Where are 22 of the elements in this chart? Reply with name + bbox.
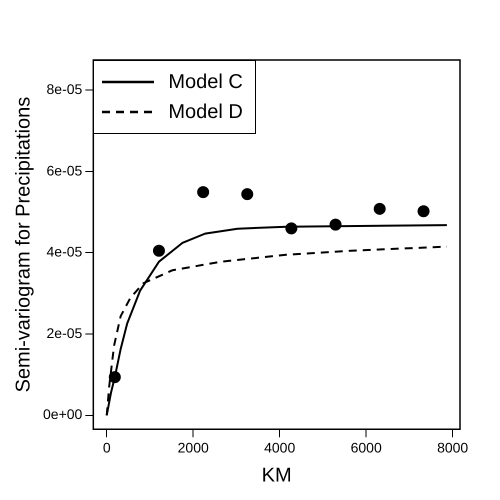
point <box>152 244 165 257</box>
y-tick-label: 8e-05 <box>46 80 83 97</box>
x-tick-label: 0 <box>102 439 111 456</box>
x-tick-label: 8000 <box>437 439 468 456</box>
point <box>374 202 386 215</box>
x-axis-title: KM <box>262 464 292 487</box>
y-axis-title: Semi-variogram for Precipitations <box>12 96 35 392</box>
x-tick-label: 6000 <box>350 439 382 456</box>
legend-label: Model C <box>168 70 243 94</box>
point <box>241 188 254 200</box>
point <box>285 222 298 234</box>
point <box>418 205 430 218</box>
y-tick-label: 2e-05 <box>46 324 83 341</box>
x-tick-label: 4000 <box>264 439 296 456</box>
y-tick-label: 4e-05 <box>46 244 83 260</box>
point <box>330 218 342 231</box>
y-tick-label: 0e+00 <box>42 406 83 422</box>
point <box>108 371 121 384</box>
y-tick-label: 6e-05 <box>46 162 83 178</box>
x-tick-label: 2000 <box>178 439 209 456</box>
legend-label: Model D <box>168 100 243 124</box>
point <box>197 186 210 198</box>
